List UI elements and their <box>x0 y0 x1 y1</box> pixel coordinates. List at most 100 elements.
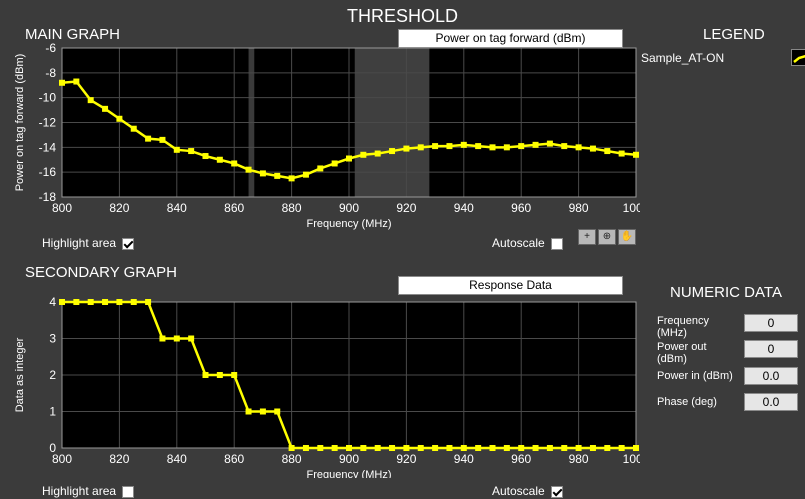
legend-heading: LEGEND <box>703 26 765 43</box>
data-point <box>102 299 109 305</box>
x-tick-label: 940 <box>454 201 474 215</box>
data-point <box>188 335 195 342</box>
main-highlight-control[interactable]: Highlight area <box>42 236 135 250</box>
data-point <box>374 150 381 157</box>
data-point <box>202 153 209 160</box>
data-point <box>589 445 596 451</box>
x-tick-label: 800 <box>52 201 72 215</box>
numeric-data-heading: NUMERIC DATA <box>670 284 782 301</box>
data-point <box>518 143 525 150</box>
data-point <box>73 78 80 85</box>
data-point <box>274 172 281 179</box>
y-tick-label: -18 <box>39 190 57 204</box>
data-point <box>575 144 582 151</box>
x-tick-label: 840 <box>167 201 187 215</box>
data-point <box>518 445 525 451</box>
main-chart[interactable]: 800 820 840 860 880 900 920 940 960 980 1000 -6 -8 -1… <box>0 40 640 240</box>
secondary-chart[interactable]: 800 820 840 860 880 900 920 940 960 980 1000 4 3 2 1 0 F… <box>0 290 640 478</box>
main-autoscale-control[interactable]: Autoscale <box>492 236 564 250</box>
numeric-value-phase[interactable]: 0.0 <box>744 393 798 411</box>
data-point <box>159 335 166 342</box>
data-point <box>173 335 180 342</box>
y-axis-label: Power on tag forward (dBm) <box>14 54 26 192</box>
data-point <box>288 445 295 451</box>
x-tick-label: 980 <box>569 201 589 215</box>
data-point <box>317 165 324 172</box>
data-point <box>389 445 396 451</box>
data-point <box>475 445 482 451</box>
data-point <box>604 445 611 451</box>
x-tick-label: 1000 <box>623 452 640 466</box>
secondary-highlight-checkbox[interactable] <box>122 485 135 498</box>
data-point <box>432 143 439 150</box>
main-highlight-checkbox[interactable] <box>122 237 135 250</box>
plot-border <box>61 47 637 198</box>
data-point <box>575 445 582 451</box>
data-point <box>417 445 424 451</box>
data-point <box>317 445 324 451</box>
x-tick-label: 880 <box>282 452 302 466</box>
data-point <box>475 143 482 150</box>
data-point <box>116 299 123 305</box>
y-tick-label: 0 <box>49 441 56 455</box>
data-point <box>503 445 510 451</box>
numeric-label-phase: Phase (deg) <box>657 396 717 408</box>
data-point <box>188 148 195 155</box>
data-point <box>346 155 352 162</box>
secondary-highlight-label: Highlight area <box>42 484 117 498</box>
secondary-autoscale-label: Autoscale <box>492 484 545 498</box>
x-tick-label: 860 <box>224 452 244 466</box>
data-point <box>460 141 467 148</box>
data-point <box>245 408 252 415</box>
data-point <box>346 445 352 451</box>
data-point <box>231 160 238 167</box>
data-point <box>532 445 539 451</box>
data-point <box>403 445 410 451</box>
data-point <box>245 166 252 173</box>
data-point <box>145 135 152 142</box>
data-point <box>360 445 367 451</box>
secondary-autoscale-control[interactable]: Autoscale <box>492 484 564 498</box>
y-tick-label: -10 <box>39 91 57 105</box>
numeric-value-frequency[interactable]: 0 <box>744 314 798 332</box>
data-point <box>87 97 94 104</box>
data-point <box>59 79 65 86</box>
data-point <box>633 151 639 158</box>
numeric-value-power-in[interactable]: 0.0 <box>744 367 798 385</box>
data-point <box>130 125 137 132</box>
x-tick-label: 800 <box>52 452 72 466</box>
data-point <box>561 143 568 150</box>
data-point <box>159 136 166 143</box>
data-point <box>489 445 496 451</box>
numeric-value-power-out[interactable]: 0 <box>744 340 798 358</box>
data-point <box>561 445 568 451</box>
data-point <box>532 141 539 148</box>
data-point <box>446 445 453 451</box>
secondary-graph-heading: SECONDARY GRAPH <box>25 264 177 281</box>
pan-hand-icon[interactable]: ✋ <box>618 229 636 245</box>
data-point <box>302 171 309 178</box>
data-point <box>618 150 625 157</box>
data-point <box>489 144 496 151</box>
data-point <box>173 146 180 153</box>
data-point <box>546 445 553 451</box>
main-autoscale-checkbox[interactable] <box>551 237 564 250</box>
secondary-highlight-control[interactable]: Highlight area <box>42 484 135 498</box>
data-point <box>302 445 309 451</box>
y-tick-label: -12 <box>39 116 57 130</box>
secondary-autoscale-checkbox[interactable] <box>551 485 564 498</box>
data-point <box>87 299 94 305</box>
data-point <box>460 445 467 451</box>
main-highlight-label: Highlight area <box>42 236 117 250</box>
x-tick-label: 940 <box>454 452 474 466</box>
x-tick-label: 960 <box>511 452 531 466</box>
data-point <box>589 145 596 152</box>
x-tick-label: 960 <box>511 201 531 215</box>
zoom-icon[interactable]: ⊕ <box>598 229 616 245</box>
x-tick-label: 820 <box>109 452 129 466</box>
crosshair-icon[interactable]: + <box>578 229 596 245</box>
secondary-plot-label[interactable]: Response Data <box>398 276 623 295</box>
y-tick-label: -8 <box>45 66 56 80</box>
window-title: THRESHOLD <box>346 6 458 26</box>
data-point <box>130 299 137 305</box>
